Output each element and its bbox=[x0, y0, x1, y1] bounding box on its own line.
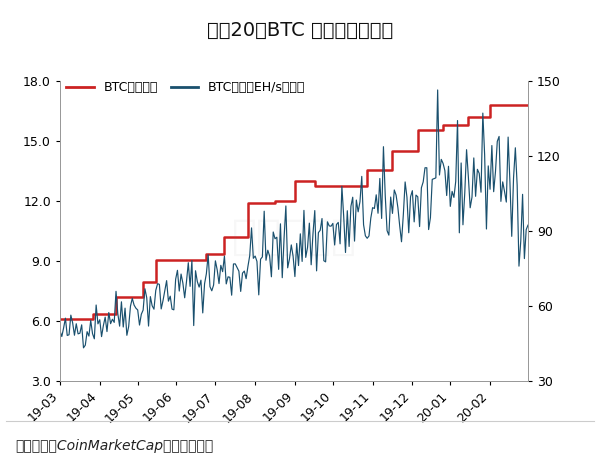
Text: 图表20：BTC 算力和挖矿难度: 图表20：BTC 算力和挖矿难度 bbox=[207, 21, 393, 40]
Legend: BTC挖矿难度, BTC算力（EH/s，右）: BTC挖矿难度, BTC算力（EH/s，右） bbox=[66, 81, 305, 94]
Text: 通证通研究: 通证通研究 bbox=[232, 216, 356, 258]
Text: 资料来源：CoinMarketCap，通证通研究: 资料来源：CoinMarketCap，通证通研究 bbox=[15, 439, 213, 453]
